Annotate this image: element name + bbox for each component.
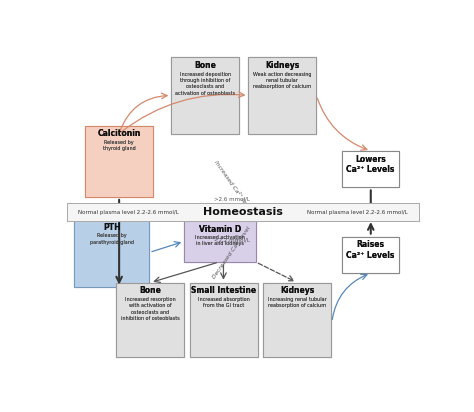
Text: Calcitonin: Calcitonin: [97, 129, 141, 138]
Text: Increased Ca²⁺ level: Increased Ca²⁺ level: [213, 160, 251, 212]
Text: Normal plasma level 2.2-2.6 mmol/L: Normal plasma level 2.2-2.6 mmol/L: [78, 210, 178, 215]
FancyBboxPatch shape: [184, 221, 256, 262]
Text: Released by
parathyroid gland: Released by parathyroid gland: [90, 234, 134, 245]
Text: Released by
parathyroid gland: Released by parathyroid gland: [90, 234, 134, 245]
FancyBboxPatch shape: [66, 203, 419, 221]
Text: Weak action decreasing
renal tubular
reabsorption of calcium: Weak action decreasing renal tubular rea…: [253, 72, 312, 89]
Text: Increasing renal tubular
reabsorption of calcium: Increasing renal tubular reabsorption of…: [268, 297, 327, 308]
FancyBboxPatch shape: [342, 151, 399, 187]
Text: Weak action decreasing
renal tubular
reabsorption of calcium: Weak action decreasing renal tubular rea…: [253, 72, 312, 89]
Text: Increased absorption
from the GI tract: Increased absorption from the GI tract: [198, 297, 249, 308]
Text: Increased resorption
with activation of
osteoclasts and
inhibition of osteoblast: Increased resorption with activation of …: [121, 297, 180, 321]
FancyBboxPatch shape: [342, 236, 399, 273]
FancyBboxPatch shape: [116, 283, 184, 357]
Text: <2.2 mmol/L: <2.2 mmol/L: [214, 237, 250, 242]
Text: Homeostasis: Homeostasis: [203, 207, 283, 217]
Text: Normal plasma level 2.2-2.6 mmol/L: Normal plasma level 2.2-2.6 mmol/L: [308, 210, 408, 215]
FancyBboxPatch shape: [190, 283, 258, 357]
FancyBboxPatch shape: [342, 236, 399, 273]
FancyBboxPatch shape: [263, 283, 331, 357]
Text: Bone: Bone: [194, 61, 216, 70]
Text: Homeostasis: Homeostasis: [203, 207, 283, 217]
Text: Increased deposition
through inhibition of
osteoclasts and
activation of osteobl: Increased deposition through inhibition …: [175, 72, 235, 96]
FancyBboxPatch shape: [116, 283, 184, 357]
FancyBboxPatch shape: [171, 57, 239, 133]
Text: Lowers
Ca²⁺ Levels: Lowers Ca²⁺ Levels: [346, 155, 395, 174]
Text: >2.6 mmol/L: >2.6 mmol/L: [214, 196, 250, 201]
FancyBboxPatch shape: [184, 221, 256, 262]
FancyBboxPatch shape: [85, 126, 153, 197]
Text: Increased resorption
with activation of
osteoclasts and
inhibition of osteoblast: Increased resorption with activation of …: [121, 297, 180, 321]
Text: Vitamin D: Vitamin D: [199, 225, 241, 234]
Text: Raises
Ca²⁺ Levels: Raises Ca²⁺ Levels: [346, 241, 395, 260]
Text: Normal plasma level 2.2-2.6 mmol/L: Normal plasma level 2.2-2.6 mmol/L: [78, 210, 178, 215]
FancyBboxPatch shape: [74, 219, 149, 288]
Text: Normal plasma level 2.2-2.6 mmol/L: Normal plasma level 2.2-2.6 mmol/L: [308, 210, 408, 215]
Text: Calcitonin: Calcitonin: [97, 129, 141, 138]
Text: Increased absorption
from the GI tract: Increased absorption from the GI tract: [198, 297, 249, 308]
Text: Vitamin D: Vitamin D: [199, 225, 241, 234]
Text: Small Intestine: Small Intestine: [191, 286, 256, 295]
Text: Kidneys: Kidneys: [280, 286, 314, 295]
Text: Small Intestine: Small Intestine: [191, 286, 256, 295]
Text: Kidneys: Kidneys: [265, 61, 300, 70]
FancyBboxPatch shape: [190, 283, 258, 357]
Text: PTH: PTH: [103, 223, 120, 232]
FancyBboxPatch shape: [342, 151, 399, 187]
Text: Bone: Bone: [194, 61, 216, 70]
FancyBboxPatch shape: [248, 57, 316, 133]
Text: Kidneys: Kidneys: [265, 61, 300, 70]
FancyBboxPatch shape: [248, 57, 316, 133]
FancyBboxPatch shape: [74, 219, 149, 288]
Text: Increased activation
in liver and kidneys: Increased activation in liver and kidney…: [195, 235, 245, 246]
FancyBboxPatch shape: [171, 57, 239, 133]
Text: Increased deposition
through inhibition of
osteoclasts and
activation of osteobl: Increased deposition through inhibition …: [175, 72, 235, 96]
Text: Decreased Ca²⁺ level: Decreased Ca²⁺ level: [212, 225, 252, 279]
Text: Released by
thyroid gland: Released by thyroid gland: [102, 140, 135, 151]
Text: Increasing renal tubular
reabsorption of calcium: Increasing renal tubular reabsorption of…: [268, 297, 327, 308]
Text: Lowers
Ca²⁺ Levels: Lowers Ca²⁺ Levels: [346, 155, 395, 174]
Text: Increased activation
in liver and kidneys: Increased activation in liver and kidney…: [195, 235, 245, 246]
Text: Raises
Ca²⁺ Levels: Raises Ca²⁺ Levels: [346, 241, 395, 260]
FancyBboxPatch shape: [66, 203, 419, 221]
FancyBboxPatch shape: [263, 283, 331, 357]
Text: Bone: Bone: [139, 286, 161, 295]
Text: Kidneys: Kidneys: [280, 286, 314, 295]
Text: PTH: PTH: [103, 223, 120, 232]
FancyBboxPatch shape: [85, 126, 153, 197]
Text: Released by
thyroid gland: Released by thyroid gland: [102, 140, 135, 151]
Text: Bone: Bone: [139, 286, 161, 295]
